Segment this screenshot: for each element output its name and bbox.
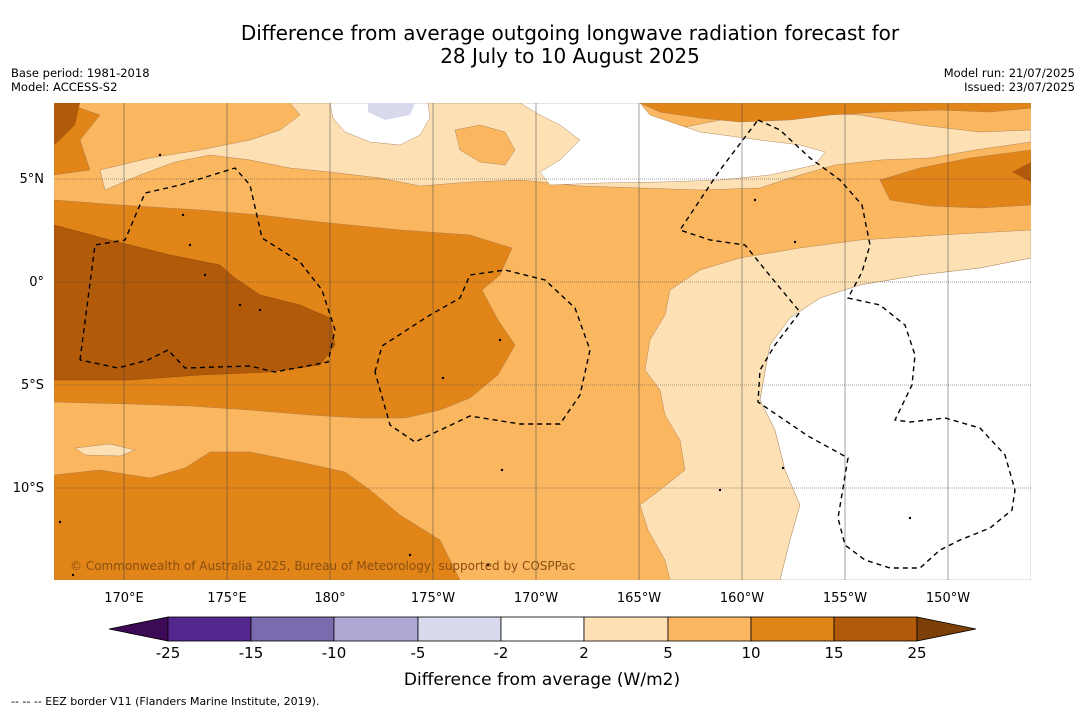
colorbar-segment (417, 616, 502, 642)
eez-border-phoenix (374, 269, 591, 443)
island (781, 466, 785, 470)
model-run: Model run: 21/07/2025 (943, 66, 1075, 80)
colorbar-tick-label: 5 (663, 644, 673, 662)
lat-tick-label: 5°N (20, 172, 45, 187)
lon-tick-label: 175°E (207, 591, 247, 606)
model-run-info: Model run: 21/07/2025 Issued: 23/07/2025 (944, 66, 1075, 94)
lon-tick-label: 180° (314, 591, 345, 606)
island (408, 553, 412, 557)
lat-tick-label: 0° (29, 275, 44, 290)
latitude-ticks: 5°N 0° 5°S 10°S (13, 172, 44, 496)
island (753, 198, 757, 202)
band-15-to-25-northwest (54, 103, 80, 145)
band-5-to-10-island (454, 124, 516, 166)
island (793, 240, 797, 244)
colorbar-segment (167, 616, 252, 642)
base-period: Base period: 1981-2018 (11, 66, 150, 80)
title-line-1: Difference from average outgoing longwav… (240, 21, 900, 45)
lon-tick-label: 160°W (720, 591, 764, 606)
gridlines (54, 103, 1031, 580)
base-period-info: Base period: 1981-2018 Model: ACCESS-S2 (11, 66, 150, 94)
lon-tick-label: 170°W (514, 591, 558, 606)
colorbar-segment (250, 616, 335, 642)
band-minus5-spot (368, 103, 415, 120)
eez-border-line-islands (678, 119, 1016, 569)
band-10-to-15-east (879, 149, 1031, 209)
colorbar-segment (833, 616, 918, 642)
lon-tick-label: 175°W (411, 591, 455, 606)
colorbar-tick-label: -2 (494, 644, 509, 662)
lat-tick-label: 10°S (13, 481, 44, 496)
eez-footnote: -- -- -- EEZ border V11 (Flanders Marine… (11, 695, 320, 708)
band-neutral-northeast (519, 103, 826, 186)
colorbar-segment (333, 616, 419, 642)
colorbar-segment (667, 616, 752, 642)
contour-fields (54, 103, 1031, 580)
colorbar-tick-label: 25 (907, 644, 926, 662)
band-10-to-15-northeast (639, 103, 1031, 123)
island (188, 243, 192, 247)
colorbar: -25 -15 -10 -5 -2 2 5 10 15 25 Differenc… (108, 616, 977, 690)
colorbar-segment (750, 616, 835, 642)
colorbar-tick-label: 2 (579, 644, 589, 662)
colorbar-segment (500, 616, 585, 642)
eez-borders (79, 119, 1016, 569)
island (500, 468, 504, 472)
lon-tick-label: 150°W (926, 591, 970, 606)
model-name: Model: ACCESS-S2 (11, 80, 118, 94)
colorbar-tick-label: 10 (741, 644, 760, 662)
colorbar-tick-label: -5 (411, 644, 426, 662)
map-title: Difference from average outgoing longwav… (140, 22, 1000, 68)
colorbar-tick-label: 15 (824, 644, 843, 662)
band-2-to-5-southwest (74, 443, 136, 457)
island (203, 273, 207, 277)
lon-tick-label: 170°E (104, 591, 144, 606)
island (58, 520, 62, 524)
title-line-2: 28 July to 10 August 2025 (440, 44, 700, 68)
lon-tick-label: 155°W (823, 591, 867, 606)
copyright-credit: © Commonwealth of Australia 2025, Bureau… (70, 559, 575, 573)
colorbar-title: Difference from average (W/m2) (404, 670, 680, 690)
lat-tick-label: 5°S (21, 378, 44, 393)
band-10-to-15-south (54, 451, 461, 580)
island (486, 563, 490, 567)
longitude-ticks: 170°E 175°E 180° 175°W 170°W 165°W 160°W… (104, 591, 970, 606)
colorbar-tick-label: -25 (156, 644, 181, 662)
band-15-to-25-east (1012, 162, 1031, 182)
island (498, 338, 502, 342)
issued-date: Issued: 23/07/2025 (964, 80, 1075, 94)
colorbar-tick-label: -10 (322, 644, 347, 662)
island-markers (58, 153, 912, 577)
island (258, 308, 262, 312)
island (718, 488, 722, 492)
island (158, 153, 162, 157)
island (181, 213, 185, 217)
island (441, 376, 445, 380)
colorbar-tick-label: -15 (239, 644, 264, 662)
island (238, 303, 242, 307)
colorbar-extend-low (108, 616, 169, 642)
colorbar-segment (583, 616, 669, 642)
lon-tick-label: 165°W (617, 591, 661, 606)
island (908, 516, 912, 520)
island (71, 573, 75, 577)
colorbar-extend-high (916, 616, 977, 642)
